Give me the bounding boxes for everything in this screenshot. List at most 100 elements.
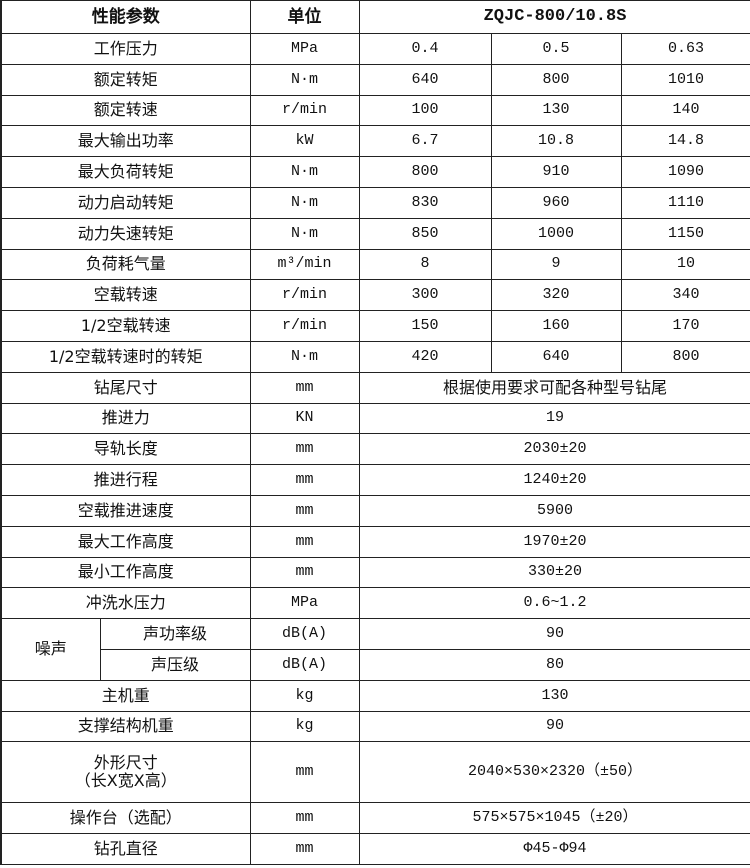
value-cell: 90 bbox=[358, 710, 750, 743]
value-cell: 6.7 bbox=[358, 125, 492, 158]
value-cell: 1090 bbox=[620, 156, 750, 188]
value-cell: 160 bbox=[490, 310, 622, 342]
unit-cell: dB(A) bbox=[249, 618, 360, 650]
param-label: 额定转速 bbox=[0, 94, 251, 127]
value-cell: 根据使用要求可配各种型号钻尾 bbox=[358, 371, 750, 404]
value-cell: 640 bbox=[490, 340, 622, 373]
unit-cell: mm bbox=[249, 371, 360, 404]
value-cell: 140 bbox=[620, 94, 750, 127]
unit-cell: mm bbox=[249, 802, 360, 835]
unit-cell: r/min bbox=[249, 279, 360, 312]
value-cell: 1970±20 bbox=[358, 525, 750, 558]
value-cell: 8 bbox=[358, 248, 492, 281]
table-row: 冲洗水压力 MPa 0.6~1.2 bbox=[0, 587, 750, 620]
param-label: 声功率级 bbox=[99, 618, 251, 650]
unit-cell: KN bbox=[249, 402, 360, 435]
value-cell: 850 bbox=[358, 217, 492, 250]
value-cell: 5900 bbox=[358, 494, 750, 527]
value-cell: 1110 bbox=[620, 186, 750, 219]
param-label: 支撑结构机重 bbox=[0, 710, 251, 743]
value-cell: 2030±20 bbox=[358, 433, 750, 466]
value-cell: Φ45-Φ94 bbox=[358, 833, 750, 865]
unit-cell: N·m bbox=[249, 63, 360, 96]
value-cell: 340 bbox=[620, 279, 750, 312]
param-label: 最大输出功率 bbox=[0, 125, 251, 158]
unit-cell: mm bbox=[249, 433, 360, 466]
unit-cell: dB(A) bbox=[249, 648, 360, 681]
table-row: 1/2空载转速时的转矩 N·m 420 640 800 bbox=[0, 340, 750, 373]
value-cell: 300 bbox=[358, 279, 492, 312]
header-row: 性能参数 单位 ZQJC-800/10.8S bbox=[0, 0, 750, 34]
table-row: 噪声 声功率级 dB(A) 90 bbox=[0, 618, 750, 681]
table-row: 动力启动转矩 N·m 830 960 1110 bbox=[0, 186, 750, 219]
param-label: 外形尺寸 （长X宽X高） bbox=[0, 741, 251, 804]
value-cell: 130 bbox=[358, 679, 750, 712]
param-label: 1/2空载转速时的转矩 bbox=[0, 340, 251, 373]
param-label: 推进行程 bbox=[0, 464, 251, 496]
param-label: 额定转矩 bbox=[0, 63, 251, 96]
value-cell: 10.8 bbox=[490, 125, 622, 158]
param-label: 动力失速转矩 bbox=[0, 217, 251, 250]
table-row: 最大工作高度 mm 1970±20 bbox=[0, 525, 750, 558]
unit-cell: m³/min bbox=[249, 248, 360, 281]
value-cell: 1000 bbox=[490, 217, 622, 250]
param-label: 空载转速 bbox=[0, 279, 251, 312]
value-cell: 960 bbox=[490, 186, 622, 219]
value-cell: 830 bbox=[358, 186, 492, 219]
header-unit: 单位 bbox=[249, 0, 360, 34]
unit-cell: mm bbox=[249, 494, 360, 527]
unit-cell: N·m bbox=[249, 217, 360, 250]
param-label: 钻孔直径 bbox=[0, 833, 251, 865]
param-label: 声压级 bbox=[99, 648, 251, 681]
unit-cell: r/min bbox=[249, 310, 360, 342]
table-row: 导轨长度 mm 2030±20 bbox=[0, 433, 750, 466]
param-label: 最大工作高度 bbox=[0, 525, 251, 558]
param-label: 动力启动转矩 bbox=[0, 186, 251, 219]
unit-cell: N·m bbox=[249, 186, 360, 219]
value-cell: 150 bbox=[358, 310, 492, 342]
table-row: 工作压力 MPa 0.4 0.5 0.63 bbox=[0, 33, 750, 65]
param-label: 工作压力 bbox=[0, 33, 251, 65]
value-cell: 640 bbox=[358, 63, 492, 96]
value-cell: 420 bbox=[358, 340, 492, 373]
param-label: 最小工作高度 bbox=[0, 556, 251, 589]
table-row: 支撑结构机重 kg 90 bbox=[0, 710, 750, 743]
param-label: 最大负荷转矩 bbox=[0, 156, 251, 188]
table-row: 负荷耗气量 m³/min 8 9 10 bbox=[0, 248, 750, 281]
table-row: 1/2空载转速 r/min 150 160 170 bbox=[0, 310, 750, 342]
value-cell: 800 bbox=[490, 63, 622, 96]
param-label: 主机重 bbox=[0, 679, 251, 712]
table-row: 最大输出功率 kW 6.7 10.8 14.8 bbox=[0, 125, 750, 158]
value-cell: 2040×530×2320（±50） bbox=[358, 741, 750, 804]
table-row: 操作台（选配） mm 575×575×1045（±20） bbox=[0, 802, 750, 835]
table-row: 推进力 KN 19 bbox=[0, 402, 750, 435]
unit-cell: mm bbox=[249, 833, 360, 865]
value-cell: 1010 bbox=[620, 63, 750, 96]
table-row: 额定转矩 N·m 640 800 1010 bbox=[0, 63, 750, 96]
value-cell: 0.63 bbox=[620, 33, 750, 65]
value-cell: 800 bbox=[358, 156, 492, 188]
unit-cell: kg bbox=[249, 679, 360, 712]
unit-cell: mm bbox=[249, 741, 360, 804]
param-label: 冲洗水压力 bbox=[0, 587, 251, 620]
value-cell: 0.4 bbox=[358, 33, 492, 65]
table-row: 空载推进速度 mm 5900 bbox=[0, 494, 750, 527]
value-cell: 1150 bbox=[620, 217, 750, 250]
value-cell: 14.8 bbox=[620, 125, 750, 158]
unit-cell: MPa bbox=[249, 587, 360, 620]
table-row: 空载转速 r/min 300 320 340 bbox=[0, 279, 750, 312]
unit-cell: kW bbox=[249, 125, 360, 158]
value-cell: 0.6~1.2 bbox=[358, 587, 750, 620]
table-row: 钻孔直径 mm Φ45-Φ94 bbox=[0, 833, 750, 865]
table-row: 动力失速转矩 N·m 850 1000 1150 bbox=[0, 217, 750, 250]
unit-cell: kg bbox=[249, 710, 360, 743]
value-cell: 130 bbox=[490, 94, 622, 127]
unit-cell: mm bbox=[249, 464, 360, 496]
table-row: 最小工作高度 mm 330±20 bbox=[0, 556, 750, 589]
param-label: 导轨长度 bbox=[0, 433, 251, 466]
unit-cell: N·m bbox=[249, 340, 360, 373]
value-cell: 575×575×1045（±20） bbox=[358, 802, 750, 835]
header-param: 性能参数 bbox=[0, 0, 251, 34]
value-cell: 170 bbox=[620, 310, 750, 342]
